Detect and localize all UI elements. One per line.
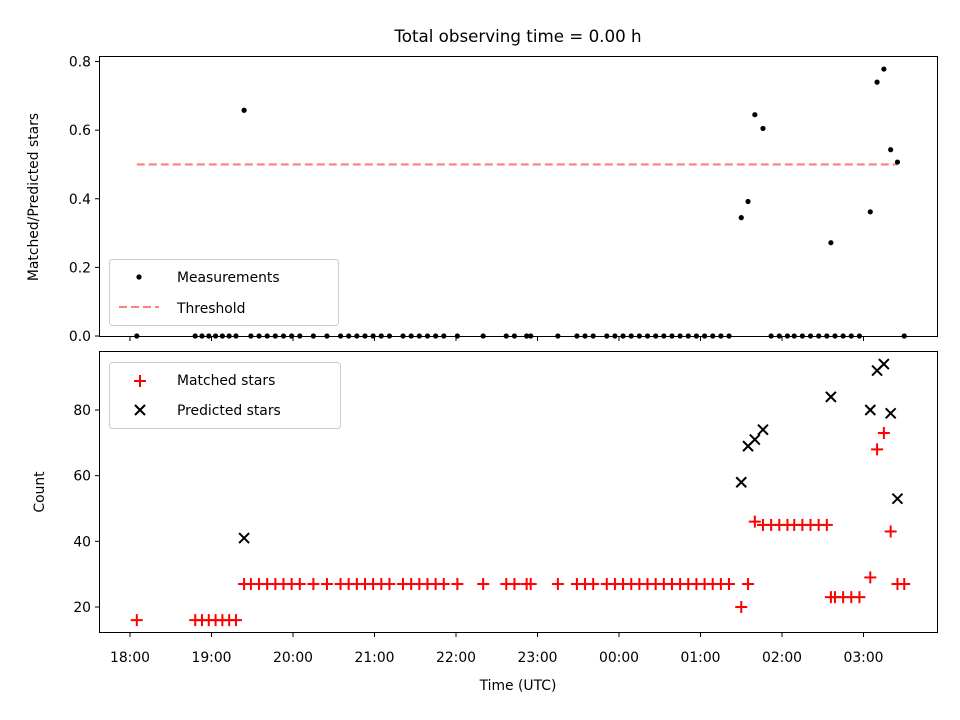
y-tick-label: 0.0 <box>69 329 91 345</box>
predicted-star-point <box>864 404 876 416</box>
bottom-x-axis: 18:00 19:00 20:00 21:00 22:00 23:00 00:00 01:00… <box>110 632 884 666</box>
matched-star-point <box>524 578 537 591</box>
legend-matched-marker <box>134 375 146 387</box>
predicted-star-point <box>238 532 250 544</box>
x-tick-label: 03:00 <box>843 650 883 666</box>
bottom-y-axis: 20 40 60 80 <box>73 403 100 616</box>
measurement-point <box>867 209 873 215</box>
x-tick-label: 00:00 <box>599 650 639 666</box>
predicted-stars-points <box>238 358 904 544</box>
x-tick-label: 01:00 <box>680 650 720 666</box>
legend-threshold-label: Threshold <box>176 301 245 317</box>
measurement-point <box>738 215 744 221</box>
y-tick-label: 0.8 <box>69 55 91 71</box>
matched-star-point <box>451 578 464 591</box>
predicted-star-point <box>891 492 904 505</box>
matched-star-point <box>383 578 396 591</box>
y-tick-label: 0.4 <box>69 192 91 208</box>
chart-title: Total observing time = 0.00 h <box>393 26 641 46</box>
matched-star-point <box>587 578 600 591</box>
matched-star-point <box>853 591 866 604</box>
matched-star-point <box>871 443 884 456</box>
measurement-point <box>828 240 834 246</box>
matched-star-point <box>130 614 143 627</box>
y-tick-label: 60 <box>73 469 91 485</box>
x-tick-label: 22:00 <box>436 650 476 666</box>
bottom-plot-area <box>130 358 911 627</box>
top-y-axis-label: Matched/Predicted stars <box>26 113 42 281</box>
measurement-point <box>874 79 880 85</box>
measurement-point <box>888 147 894 153</box>
matched-star-point <box>735 601 748 613</box>
matched-star-point <box>229 614 242 627</box>
predicted-star-point <box>735 476 747 488</box>
matched-star-point <box>320 578 333 591</box>
y-tick-label: 40 <box>73 534 91 550</box>
y-tick-label: 20 <box>73 600 91 616</box>
x-tick-label: 02:00 <box>762 650 802 666</box>
bottom-axes-frame <box>99 351 938 633</box>
top-axes-frame <box>99 56 938 337</box>
matched-star-point <box>877 426 890 439</box>
top-legend: Measurements Threshold <box>109 259 339 326</box>
matched-star-point <box>884 525 897 538</box>
x-tick-label: 23:00 <box>517 650 557 666</box>
bottom-y-axis-label: Count <box>32 471 48 513</box>
top-y-axis: 0.0 0.2 0.4 0.6 0.8 <box>69 55 100 345</box>
measurement-point <box>745 198 751 205</box>
measurement-point <box>752 112 758 118</box>
matched-stars-points <box>130 426 911 627</box>
predicted-star-point <box>749 433 761 446</box>
matched-star-point <box>742 578 755 591</box>
predicted-star-point <box>825 391 837 403</box>
legend-predicted-marker <box>134 404 146 416</box>
top-legend-box <box>109 259 339 326</box>
measurement-point <box>760 125 766 132</box>
x-tick-label: 21:00 <box>354 650 394 666</box>
measurement-point <box>881 66 887 72</box>
predicted-star-point <box>757 423 769 436</box>
measurement-point <box>894 159 901 165</box>
x-axis-label: Time (UTC) <box>479 678 557 694</box>
matched-star-point <box>748 515 761 528</box>
legend-predicted-label: Predicted stars <box>177 403 281 419</box>
matched-star-point <box>820 518 833 531</box>
x-tick-label: 19:00 <box>191 650 231 666</box>
top-x-axis <box>129 336 864 341</box>
y-tick-label: 80 <box>73 403 91 419</box>
x-tick-label: 20:00 <box>273 650 313 666</box>
legend-matched-label: Matched stars <box>177 373 275 389</box>
bottom-legend: Matched stars Predicted stars <box>109 362 341 429</box>
matched-star-point <box>551 578 564 591</box>
legend-measurements-label: Measurements <box>177 270 280 286</box>
legend-measurements-marker <box>136 274 142 280</box>
x-tick-label: 18:00 <box>110 650 150 666</box>
matched-star-point <box>508 578 521 591</box>
predicted-star-point <box>884 407 897 419</box>
matched-star-point <box>723 578 736 591</box>
y-tick-label: 0.6 <box>69 123 91 139</box>
matched-star-point <box>437 578 450 591</box>
matched-star-point <box>307 578 320 591</box>
bottom-legend-box <box>109 362 341 429</box>
predicted-star-point <box>878 358 890 370</box>
matched-star-point <box>898 578 911 591</box>
matched-star-point <box>477 578 490 591</box>
measurement-point <box>241 107 247 113</box>
matched-star-point <box>864 571 877 584</box>
matched-star-point <box>293 578 306 591</box>
y-tick-label: 0.2 <box>69 260 91 276</box>
